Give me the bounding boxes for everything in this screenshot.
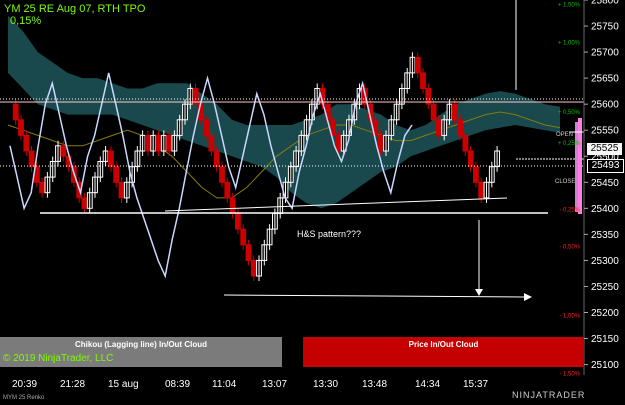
price-cloud-panel-label: Price In/Out Cloud xyxy=(408,340,479,349)
percent-tick-label: - 0,50% xyxy=(559,244,580,250)
y-tick-label: 25800 xyxy=(591,0,619,7)
y-tick-label: 25300 xyxy=(591,256,619,267)
y-tick-label: 25350 xyxy=(591,230,619,241)
instrument-label: MYM 25 Renko xyxy=(3,395,45,401)
x-tick-label: 21:28 xyxy=(60,379,86,390)
y-tick-label: 25400 xyxy=(591,204,619,215)
price-box-lower: 25493 xyxy=(587,159,624,173)
x-tick-label: 08:39 xyxy=(165,379,191,390)
chikou-panel-label: Chikou (Lagging line) In/Out Cloud xyxy=(75,340,207,349)
copyright-text: © 2019 NinjaTrader, LLC xyxy=(3,353,114,364)
trend-lines xyxy=(0,0,584,301)
percent-tick-label: - 1,50% xyxy=(559,371,580,377)
y-tick-label: 25450 xyxy=(591,178,619,189)
chart-title: YM 25 RE Aug 07, RTH TPO xyxy=(4,3,146,15)
percent-tick-label: + 1,00% xyxy=(558,41,581,47)
y-tick-label: 25250 xyxy=(591,282,619,293)
y-tick-label: 25150 xyxy=(591,334,619,345)
percent-tick-label: - 1,00% xyxy=(559,314,580,320)
ninjatrader-logo: NINJATRADER xyxy=(512,390,586,400)
x-tick-label: 15:37 xyxy=(463,379,489,390)
target-line xyxy=(223,294,525,298)
lagging-line-path xyxy=(9,72,413,279)
price-axis: 25800 25750 25700 25650 25600 25550 25500 25450… xyxy=(558,0,619,377)
y-tick-label: 25650 xyxy=(591,74,619,85)
target-arrowhead xyxy=(524,293,532,301)
conversion-line-path xyxy=(7,111,561,199)
tpo-open-label: OPEN xyxy=(556,132,574,138)
y-tick-label: 25100 xyxy=(591,360,619,371)
x-tick-label: 13:30 xyxy=(313,379,339,390)
y-tick-label: 25750 xyxy=(591,22,619,33)
percent-tick-label: + 1,50% xyxy=(558,3,581,9)
rising-trendline xyxy=(164,197,508,212)
y-tick-label: 25700 xyxy=(591,48,619,59)
x-tick-label: 11:04 xyxy=(212,379,237,390)
x-tick-label: 13:07 xyxy=(262,379,288,390)
conversion-line xyxy=(7,111,561,199)
percent-tick-label: + 0,50% xyxy=(558,110,581,116)
percent-tick-label: - 0,25% xyxy=(559,207,580,213)
price-cloud-panel: Price In/Out Cloud xyxy=(303,337,584,367)
y-tick-label: 25600 xyxy=(591,100,619,111)
tpo-bar-profile xyxy=(578,118,582,214)
tpo-close-label: CLOSE xyxy=(555,179,576,185)
price-box-upper: 25525 xyxy=(587,143,622,155)
x-tick-label: 14:34 xyxy=(415,379,441,390)
x-tick-label: 20:39 xyxy=(12,379,38,390)
change-percent: 0,15% xyxy=(10,15,42,27)
y-tick-label: 25200 xyxy=(591,308,619,319)
projection-arrowhead xyxy=(475,289,483,296)
y-tick-label: 25550 xyxy=(591,126,619,137)
percent-tick-label: + 0,25% xyxy=(558,141,581,147)
tpo-bar xyxy=(575,122,580,212)
chikou-panel: Chikou (Lagging line) In/Out Cloud xyxy=(0,337,282,367)
lagging-line xyxy=(9,72,413,279)
pattern-annotation: H&S pattern??? xyxy=(297,229,362,239)
renko-bricks xyxy=(12,52,501,281)
x-tick-label: 15 aug xyxy=(108,379,139,390)
x-tick-label: 13:48 xyxy=(362,379,388,390)
y-tick-label: 25500 xyxy=(591,152,619,163)
